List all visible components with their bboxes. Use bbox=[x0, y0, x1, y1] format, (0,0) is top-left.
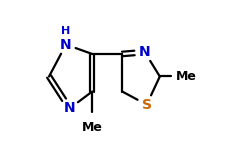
Text: Me: Me bbox=[82, 121, 103, 134]
Text: N: N bbox=[139, 45, 150, 59]
Text: H: H bbox=[61, 26, 71, 36]
Text: Me: Me bbox=[176, 70, 196, 83]
Text: N: N bbox=[64, 101, 76, 115]
Text: S: S bbox=[142, 98, 152, 112]
Text: N: N bbox=[60, 38, 72, 52]
